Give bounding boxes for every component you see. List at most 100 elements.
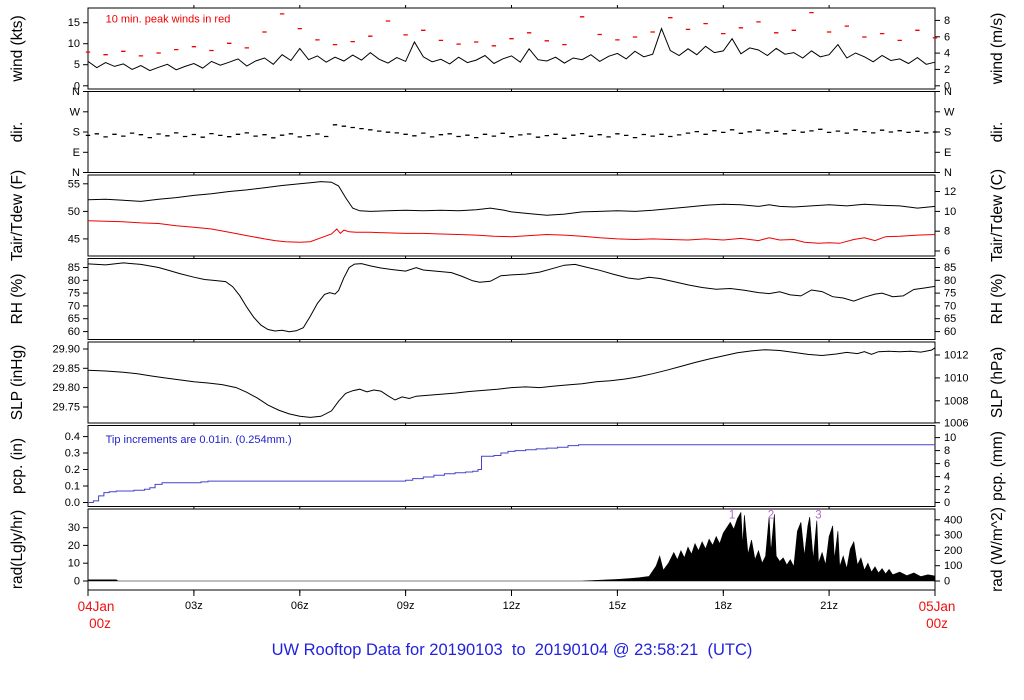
x-start-date-label: 04Jan [78,599,115,614]
rad-annotation: 2 [768,509,774,521]
x-tick-label: 03z [185,600,203,612]
axis-title-left: RH (%) [9,274,26,325]
y-tick-label: 0.1 [65,481,80,493]
y-tick-label: 60 [68,326,80,338]
y-tick-label: 200 [944,545,962,557]
panel-frame [87,258,936,340]
axis-title-left: wind (kts) [9,15,26,82]
axis-title-left: pcp. (in) [9,438,26,494]
x-start-hour-label: 00z [89,616,111,631]
y-tick-label: 8 [944,226,950,238]
y-tick-label: N [944,86,952,98]
axis-title-right: SLP (hPa) [989,347,1006,418]
y-tick-label: 6 [944,246,950,258]
y-tick-label: 30 [68,522,80,534]
axis-title-left: Tair/Tdew (F) [9,170,26,261]
tdew-line [87,220,936,244]
y-tick-label: 70 [68,300,80,312]
y-tick-label: N [72,86,80,98]
y-tick-label: W [70,106,81,118]
x-tick-label: 18z [714,600,732,612]
x-tick-label: 21z [820,600,838,612]
pcp-step-line [88,444,935,503]
x-tick-label: 06z [291,600,309,612]
axis-title-right: dir. [989,122,1006,143]
y-tick-label: 8 [944,15,950,27]
wind-peaks-dashes [85,11,938,57]
y-tick-label: 29.80 [52,382,80,394]
y-tick-label: E [944,147,951,159]
y-tick-label: 60 [944,326,956,338]
y-tick-label: 29.85 [52,363,80,375]
rh-line [87,262,936,333]
rad-annotation: 3 [815,509,821,521]
y-tick-label: 6 [944,458,950,470]
y-tick-label: S [944,127,951,139]
y-tick-label: 55 [68,178,80,190]
y-tick-label: 75 [944,288,956,300]
y-tick-label: 50 [68,206,80,218]
y-tick-label: 6 [944,31,950,43]
y-tick-label: 1008 [944,395,968,407]
axis-title-left: dir. [9,122,26,143]
y-tick-label: N [72,167,80,179]
y-tick-label: 0.2 [65,464,80,476]
y-tick-label: 400 [944,514,962,526]
panel-note: Tip increments are 0.01in. (0.254mm.) [106,434,292,446]
panel-temp: 45 50 55 6 8 10 12 Tair/Tdew (F) Tair/Tdew (C) [9,169,1006,262]
y-tick-label: 0 [944,497,950,509]
y-tick-label: 75 [68,288,80,300]
y-tick-label: 2 [944,64,950,76]
y-tick-label: 15 [68,17,80,29]
y-tick-label: 29.90 [52,344,80,356]
y-tick-label: W [944,106,955,118]
axis-title-left: rad(Lgly/hr) [9,510,26,589]
axis-title-right: pcp. (mm) [989,431,1006,501]
y-tick-label: 1010 [944,372,968,384]
y-tick-label: 10 [944,206,956,218]
y-tick-label: 0 [944,80,950,92]
axis-title-right: RH (%) [989,274,1006,325]
y-tick-label: 0.0 [65,497,80,509]
y-tick-label: 10 [944,432,956,444]
rad-annotation: 1 [729,509,735,521]
y-tick-label: S [73,127,80,139]
y-tick-label: 85 [944,262,956,274]
y-tick-label: 85 [68,262,80,274]
y-tick-label: 70 [944,300,956,312]
y-tick-label: 80 [944,275,956,287]
x-axis: 03z 06z 09z 12z 15z 18z 21z 04Jan 00z 05Jan 00z [78,590,956,631]
wind-mean-line [87,27,936,72]
y-tick-label: 65 [944,313,956,325]
x-end-date-label: 05Jan [919,599,956,614]
y-tick-label: 12 [944,186,956,198]
y-tick-label: 5 [74,59,80,71]
y-tick-label: 0.3 [65,448,80,460]
y-tick-label: 8 [944,445,950,457]
y-tick-label: 2 [944,484,950,496]
x-end-hour-label: 00z [926,616,948,631]
y-tick-label: 0.4 [65,431,80,443]
rad-area [87,511,936,582]
panel-wind: 0 5 10 15 0 2 4 6 8 wind (kts) wind (m/s) 10 min. p… [9,5,1006,92]
axis-title-right: Tair/Tdew (C) [989,169,1006,262]
y-tick-label: 0 [74,80,80,92]
axis-title-right: wind (m/s) [989,13,1006,85]
y-tick-label: 300 [944,530,962,542]
y-tick-label: 1012 [944,350,968,362]
y-tick-label: 1006 [944,417,968,429]
slp-line [87,347,936,418]
y-tick-label: 45 [68,233,80,245]
y-tick-label: 4 [944,471,950,483]
axis-title-right: rad (W/m^2) [989,507,1006,592]
y-tick-label: 80 [68,275,80,287]
y-tick-label: 0 [944,576,950,588]
chart-title: UW Rooftop Data for 20190103 to 20190104… [271,641,753,659]
panel-frame [87,174,936,257]
